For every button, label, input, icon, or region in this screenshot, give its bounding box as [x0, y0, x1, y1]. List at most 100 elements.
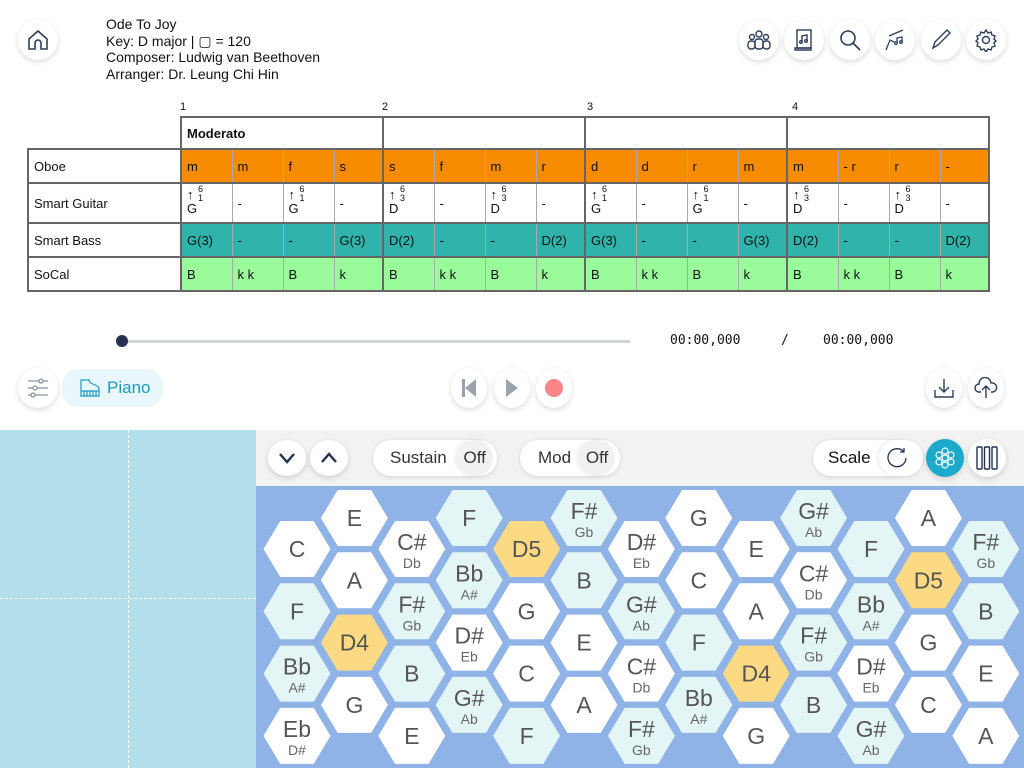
progress-slider[interactable] [121, 340, 630, 343]
hex-key[interactable]: D#Eb [435, 614, 503, 671]
hex-layout-button[interactable] [926, 439, 964, 477]
hex-key[interactable]: A [550, 676, 618, 733]
hex-key[interactable]: G#Ab [837, 707, 905, 764]
instrument-button[interactable]: Piano [62, 369, 163, 407]
hex-key[interactable]: E [378, 707, 446, 764]
hex-key[interactable]: F#Gb [607, 707, 675, 764]
note-cell[interactable]: G(3) [333, 222, 384, 258]
hex-key[interactable]: E [952, 645, 1020, 702]
hex-key[interactable]: B [378, 645, 446, 702]
progress-handle[interactable] [116, 335, 128, 347]
note-cell[interactable]: B [180, 256, 233, 292]
note-cell[interactable]: k k [635, 256, 688, 292]
note-cell[interactable]: G(3) [584, 222, 637, 258]
hex-key[interactable]: BbA# [837, 583, 905, 640]
upload-button[interactable] [968, 368, 1004, 408]
note-cell[interactable]: G(3) [737, 222, 788, 258]
note-cell[interactable]: - [939, 182, 990, 224]
hex-key[interactable]: C#Db [607, 645, 675, 702]
hex-key[interactable]: D5 [493, 521, 561, 577]
hex-key[interactable]: F#Gb [550, 490, 618, 546]
note-cell[interactable]: D(2) [939, 222, 990, 258]
hex-key[interactable]: BbA# [665, 676, 733, 733]
mod-toggle[interactable]: Mod Off [520, 440, 620, 476]
note-cell[interactable]: - [484, 222, 537, 258]
note-cell[interactable]: D(2) [786, 222, 839, 258]
note-cell[interactable]: m [484, 148, 537, 184]
track-name[interactable]: SoCal [27, 256, 182, 292]
hex-key[interactable]: F#Gb [378, 583, 446, 640]
hex-key[interactable]: D4 [320, 614, 388, 671]
hex-key[interactable]: B [952, 583, 1020, 640]
note-cell[interactable]: - r [837, 148, 890, 184]
hex-key[interactable]: B [780, 676, 848, 733]
chord-cell[interactable]: ↑ 6 3 D [786, 182, 839, 224]
hex-key[interactable]: G [493, 583, 561, 640]
rotate-button[interactable] [878, 440, 915, 476]
note-cell[interactable]: m [231, 148, 284, 184]
note-cell[interactable]: - [231, 222, 284, 258]
hex-key[interactable]: B [550, 552, 618, 609]
note-cell[interactable]: - [635, 222, 688, 258]
chord-cell[interactable]: ↑ 6 3 D [484, 182, 537, 224]
score-button[interactable] [784, 20, 824, 60]
hex-key[interactable]: E [550, 614, 618, 671]
note-cell[interactable]: r [888, 148, 941, 184]
note-cell[interactable]: - [888, 222, 941, 258]
note-cell[interactable]: m [180, 148, 233, 184]
record-button[interactable] [536, 368, 572, 408]
users-button[interactable] [739, 20, 779, 60]
hex-key[interactable]: BbA# [263, 645, 331, 702]
note-cell[interactable]: - [433, 182, 486, 224]
chord-cell[interactable]: ↑ 6 1 G [584, 182, 637, 224]
search-button[interactable] [830, 20, 870, 60]
hex-key[interactable]: E [320, 490, 388, 546]
note-cell[interactable]: - [535, 182, 586, 224]
note-cell[interactable]: s [382, 148, 435, 184]
note-cell[interactable]: k [737, 256, 788, 292]
hex-key[interactable]: G#Ab [435, 676, 503, 733]
hex-key[interactable]: A [320, 552, 388, 609]
track-name[interactable]: Smart Guitar [27, 182, 182, 224]
piano-layout-button[interactable] [968, 439, 1006, 477]
hex-key[interactable]: G [894, 614, 962, 671]
note-cell[interactable]: - [686, 222, 739, 258]
note-cell[interactable]: - [282, 222, 335, 258]
hex-key[interactable]: G [722, 707, 790, 764]
hex-key[interactable]: G#Ab [607, 583, 675, 640]
note-cell[interactable]: - [837, 182, 890, 224]
note-cell[interactable]: B [382, 256, 435, 292]
hex-key[interactable]: EbD# [263, 707, 331, 764]
note-cell[interactable]: B [484, 256, 537, 292]
hex-key[interactable]: F [665, 614, 733, 671]
note-cell[interactable]: - [737, 182, 788, 224]
note-cell[interactable]: B [786, 256, 839, 292]
hex-key[interactable]: F [837, 521, 905, 577]
note-cell[interactable]: - [231, 182, 284, 224]
mixer-button[interactable] [18, 368, 58, 408]
hex-key[interactable]: C#Db [780, 552, 848, 609]
hex-key[interactable]: A [722, 583, 790, 640]
home-button[interactable] [18, 20, 58, 60]
note-cell[interactable]: r [686, 148, 739, 184]
note-cell[interactable]: f [433, 148, 486, 184]
hex-key[interactable]: G [320, 676, 388, 733]
hex-key[interactable]: F [493, 707, 561, 764]
note-cell[interactable]: D(2) [535, 222, 586, 258]
hex-key[interactable]: C [894, 676, 962, 733]
note-cell[interactable]: k k [433, 256, 486, 292]
note-cell[interactable]: - [837, 222, 890, 258]
note-cell[interactable]: B [888, 256, 941, 292]
hex-key[interactable]: D4 [722, 645, 790, 702]
octave-down-button[interactable] [268, 440, 306, 476]
note-cell[interactable]: k [535, 256, 586, 292]
hex-key[interactable]: C [665, 552, 733, 609]
octave-up-button[interactable] [310, 440, 348, 476]
hex-key[interactable]: A [894, 490, 962, 546]
hex-key[interactable]: F#Gb [952, 521, 1020, 577]
edit-button[interactable] [921, 20, 961, 60]
chord-cell[interactable]: ↑ 6 1 G [686, 182, 739, 224]
note-cell[interactable]: - [939, 148, 990, 184]
note-cell[interactable]: B [686, 256, 739, 292]
hex-key[interactable]: C [263, 521, 331, 577]
